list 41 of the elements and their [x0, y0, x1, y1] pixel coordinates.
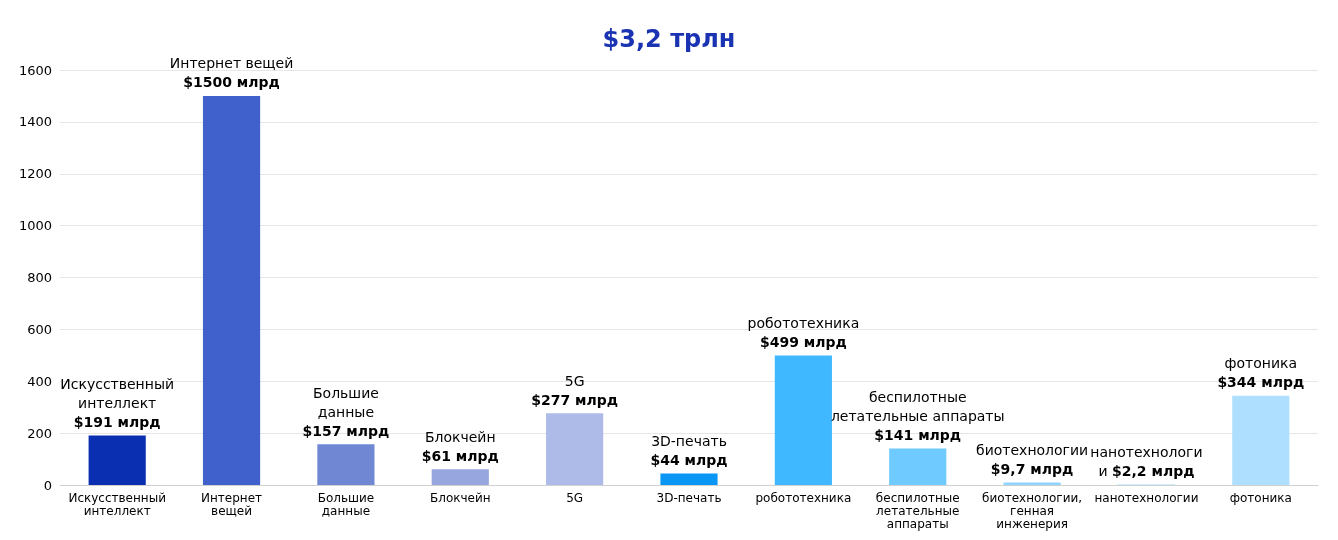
y-tick-label: 800 — [27, 270, 52, 285]
data-label: Искусственный интеллект $191 млрд — [60, 375, 175, 430]
x-tick-label: биотехнологии, генная инженерия — [982, 490, 1083, 531]
x-tick-label: Блокчейн — [429, 490, 491, 505]
bar — [1232, 395, 1290, 485]
bar — [660, 473, 718, 485]
data-label: Блокчейн $61 млрд — [421, 428, 499, 464]
y-tick-label: 400 — [27, 373, 52, 389]
x-tick-label: нанотехнологии — [1094, 490, 1199, 505]
x-tick-label: 3D-печать — [656, 490, 722, 505]
y-tick-label: 0 — [43, 477, 52, 493]
data-label: 5G $277 млрд — [531, 372, 619, 408]
bar — [431, 469, 489, 485]
y-tick-label: 600 — [27, 321, 52, 337]
x-tick-label: беспилотные летательные аппараты — [875, 490, 960, 531]
bar — [546, 413, 604, 485]
data-label: фотоника $344 млрд — [1217, 355, 1305, 391]
x-tick-label: Интернет вещей — [201, 490, 263, 518]
data-label: нанотехнологи и $2,2 млрд — [1090, 443, 1203, 479]
data-label: Большие данные $157 млрд — [302, 384, 390, 439]
chart-title: $3,2 трлн — [602, 25, 736, 53]
bar — [1003, 482, 1061, 485]
y-tick-label: 1000 — [18, 218, 52, 234]
x-tick-label: робототехника — [755, 490, 852, 505]
x-tick-label: Большие данные — [317, 490, 375, 518]
y-tick-label: 1600 — [18, 62, 52, 78]
data-label: биотехнологии $9,7 млрд — [976, 441, 1089, 477]
y-tick-label: 1200 — [18, 166, 52, 182]
bar — [88, 435, 146, 485]
data-label: 3D-печать $44 млрд — [650, 433, 728, 469]
bar — [202, 95, 261, 485]
x-tick-label: Искусственный интеллект — [68, 490, 166, 518]
bar — [774, 355, 832, 485]
y-tick-label: 1400 — [18, 114, 52, 130]
bar — [889, 448, 947, 485]
y-tick-label: 200 — [27, 425, 52, 441]
bar — [317, 444, 375, 485]
x-tick-label: фотоника — [1229, 490, 1292, 505]
data-label: робототехника $499 млрд — [747, 315, 860, 351]
data-label: Интернет вещей $1500 млрд — [169, 55, 294, 91]
x-tick-label: 5G — [566, 490, 584, 505]
